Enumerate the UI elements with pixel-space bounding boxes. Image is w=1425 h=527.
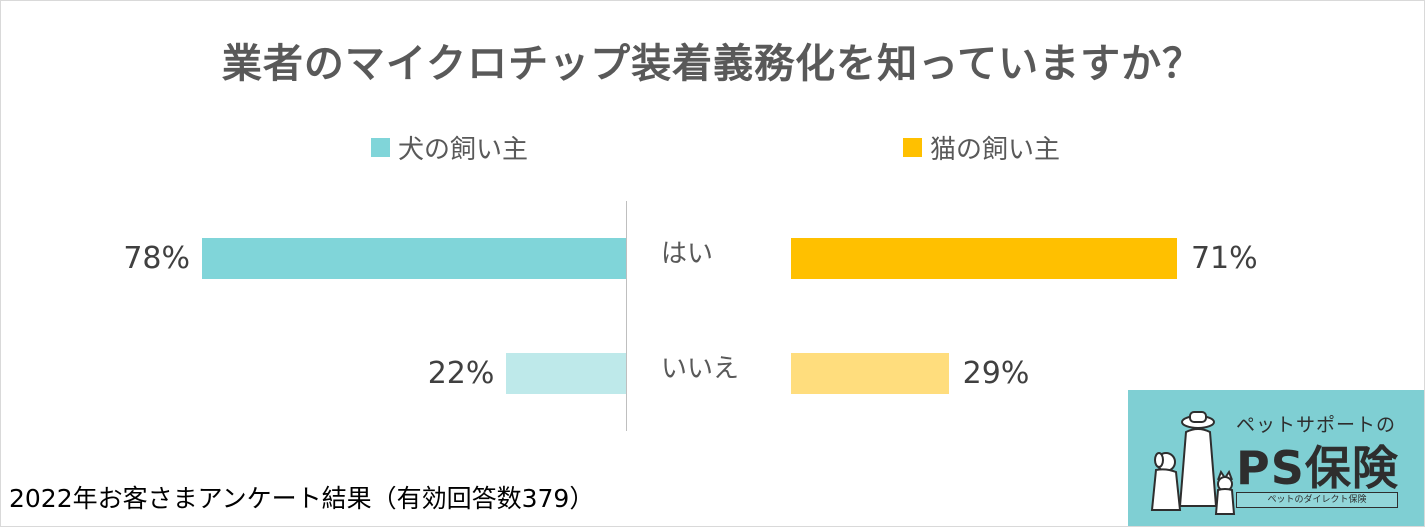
legend-cat-owner: 猫の飼い主 [903, 129, 1060, 165]
legend-label-dog: 犬の飼い主 [398, 134, 529, 165]
logo-wordmark: PS保険 [1236, 441, 1399, 495]
survey-footnote: 2022年お客さまアンケート結果（有効回答数379） [9, 484, 595, 513]
bar-cat-no [791, 353, 949, 394]
data-label-cat-no: 29% [962, 356, 1030, 391]
data-label-cat-yes: 71% [1190, 241, 1258, 276]
chart-title: 業者のマイクロチップ装着義務化を知っていますか？ [221, 41, 1204, 87]
legend-swatch-cat [903, 137, 922, 157]
bar-dog-yes [202, 238, 626, 279]
pets-and-owner-illustration-icon [1150, 411, 1236, 515]
legend-swatch-dog [371, 137, 390, 157]
bar-dog-no [506, 353, 626, 394]
ps-insurance-logo: ペットサポートの PS保険 ペットのダイレクト保険 [1128, 390, 1424, 526]
legend-dog-owner: 犬の飼い主 [371, 129, 528, 165]
logo-subtitle: ペットサポートの [1236, 414, 1397, 436]
legend-label-cat: 猫の飼い主 [930, 134, 1061, 165]
data-label-dog-no: 22% [427, 356, 495, 391]
category-label-yes: はい [661, 239, 714, 269]
center-axis-line [626, 201, 627, 431]
bar-cat-yes [791, 238, 1177, 279]
category-label-no: いいえ [661, 354, 740, 384]
logo-tagline: ペットのダイレクト保険 [1236, 492, 1398, 508]
data-label-dog-yes: 78% [123, 241, 190, 276]
